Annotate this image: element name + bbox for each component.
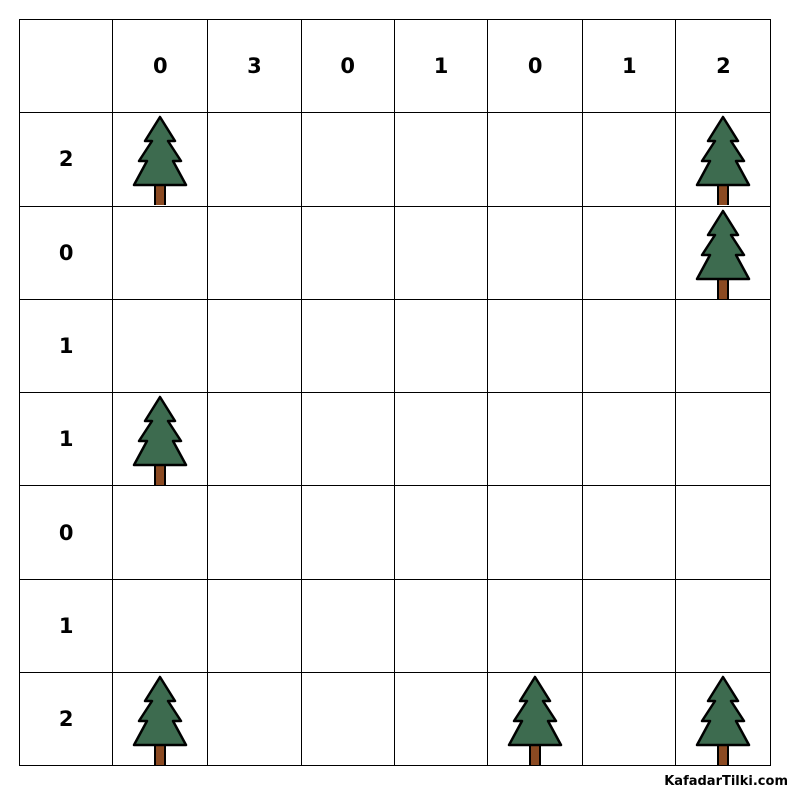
grid-cell[interactable] xyxy=(393,485,489,580)
grid-cell[interactable] xyxy=(582,205,677,300)
row-clue: 0 xyxy=(18,485,114,580)
grid-cell[interactable] xyxy=(393,578,489,674)
column-clue: 2 xyxy=(675,18,772,114)
grid-cell[interactable] xyxy=(207,578,302,674)
grid-cell[interactable] xyxy=(487,672,584,767)
grid-cell[interactable] xyxy=(582,112,677,207)
grid-cell[interactable] xyxy=(207,672,302,767)
grid-cell[interactable] xyxy=(112,392,209,487)
grid-cell[interactable] xyxy=(675,672,772,767)
grid-cell[interactable] xyxy=(675,578,772,674)
grid-cell[interactable] xyxy=(207,112,302,207)
row-clue: 1 xyxy=(18,578,114,674)
grid-cell[interactable] xyxy=(675,392,772,487)
row-clue: 2 xyxy=(18,112,114,207)
grid-cell[interactable] xyxy=(300,205,395,300)
grid-cell[interactable] xyxy=(300,392,395,487)
grid-cell[interactable] xyxy=(393,672,489,767)
grid-cell[interactable] xyxy=(393,112,489,207)
grid-cell[interactable] xyxy=(675,298,772,394)
grid-cell[interactable] xyxy=(112,578,209,674)
column-clue: 0 xyxy=(300,18,395,114)
row-clue: 1 xyxy=(18,298,114,394)
row-clue: 2 xyxy=(18,672,114,767)
grid-cell[interactable] xyxy=(207,485,302,580)
tree-icon xyxy=(696,675,751,766)
grid-row: 0 xyxy=(18,205,772,300)
grid-row: 2 xyxy=(18,672,772,767)
grid-row: 1 xyxy=(18,298,772,394)
grid-cell[interactable] xyxy=(582,672,677,767)
grid-cell[interactable] xyxy=(112,298,209,394)
grid-row: 1 xyxy=(18,578,772,674)
grid-cell[interactable] xyxy=(207,205,302,300)
column-clue: 0 xyxy=(112,18,209,114)
column-clue: 1 xyxy=(393,18,489,114)
grid-cell[interactable] xyxy=(300,485,395,580)
grid-cell[interactable] xyxy=(487,112,584,207)
grid-cell[interactable] xyxy=(393,205,489,300)
grid-row: 1 xyxy=(18,392,772,487)
grid-cell[interactable] xyxy=(487,298,584,394)
grid-cell[interactable] xyxy=(675,485,772,580)
corner-cell xyxy=(18,18,114,114)
grid-cell[interactable] xyxy=(300,112,395,207)
grid-cell[interactable] xyxy=(675,112,772,207)
grid-cell[interactable] xyxy=(300,672,395,767)
column-clue: 0 xyxy=(487,18,584,114)
tree-icon xyxy=(133,675,188,766)
grid-cell[interactable] xyxy=(487,578,584,674)
grid-cell[interactable] xyxy=(112,485,209,580)
grid-cell[interactable] xyxy=(112,112,209,207)
grid-cell[interactable] xyxy=(112,672,209,767)
tree-icon xyxy=(696,209,751,299)
grid-row: 2 xyxy=(18,112,772,207)
grid-cell[interactable] xyxy=(300,298,395,394)
tree-icon xyxy=(133,116,188,206)
grid-cell[interactable] xyxy=(300,578,395,674)
column-clue: 3 xyxy=(207,18,302,114)
row-clue: 1 xyxy=(18,392,114,487)
grid-cell[interactable] xyxy=(675,205,772,300)
row-clue: 0 xyxy=(18,205,114,300)
grid-cell[interactable] xyxy=(112,205,209,300)
tree-icon xyxy=(133,396,188,486)
tree-icon xyxy=(507,675,563,766)
tree-icon xyxy=(696,116,751,206)
grid-cell[interactable] xyxy=(487,392,584,487)
grid-cell[interactable] xyxy=(393,392,489,487)
grid-cell[interactable] xyxy=(582,578,677,674)
grid-cell[interactable] xyxy=(487,205,584,300)
watermark: KafadarTilki.com xyxy=(664,774,788,789)
grid-cell[interactable] xyxy=(582,298,677,394)
column-clue: 1 xyxy=(582,18,677,114)
grid-row: 0 xyxy=(18,485,772,580)
grid-cell[interactable] xyxy=(393,298,489,394)
grid-cell[interactable] xyxy=(582,392,677,487)
grid-cell[interactable] xyxy=(582,485,677,580)
grid-cell[interactable] xyxy=(207,298,302,394)
grid-cell[interactable] xyxy=(487,485,584,580)
grid-cell[interactable] xyxy=(207,392,302,487)
